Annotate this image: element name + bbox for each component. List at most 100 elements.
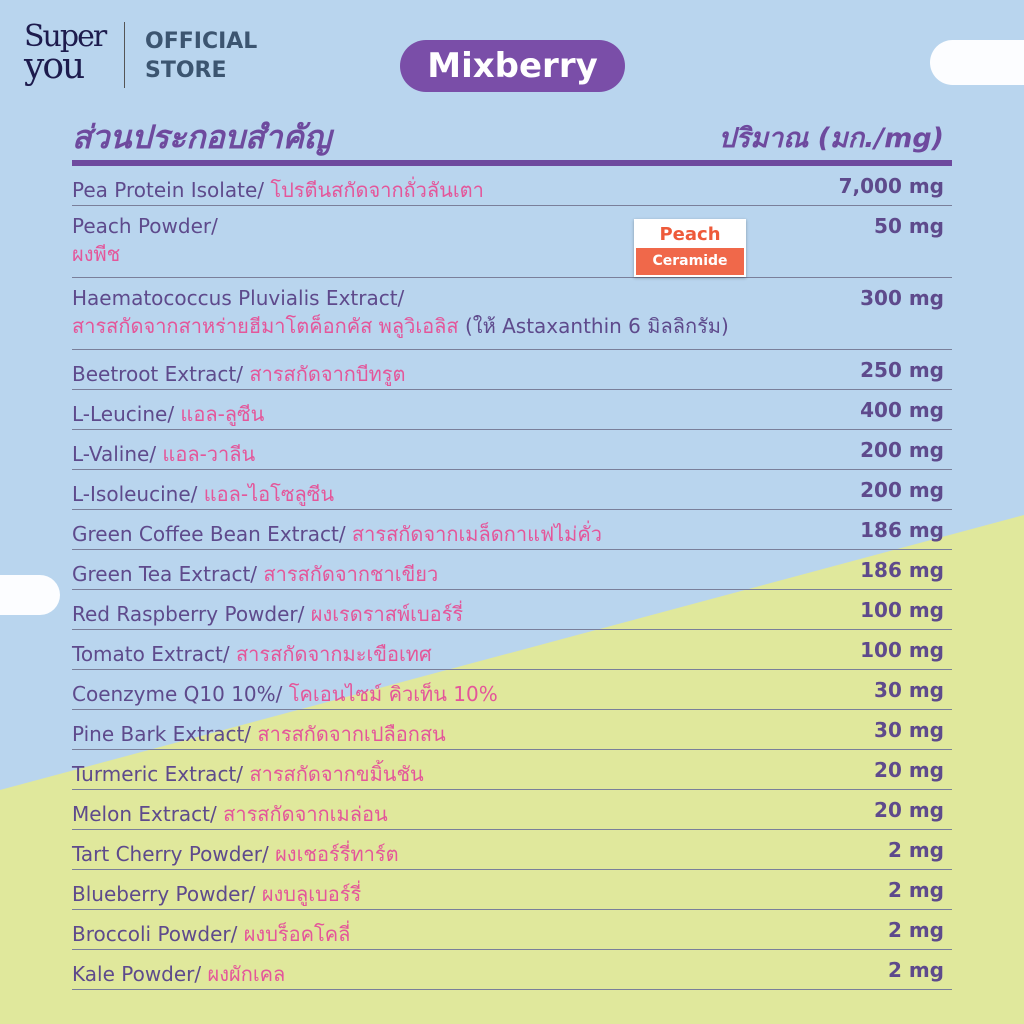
ingredient-th: แอล-ไอโซลูซีน	[203, 482, 334, 506]
ingredient-row: Coenzyme Q10 10%/ โคเอนไซม์ คิวเท็น 10% 3…	[72, 670, 952, 710]
ingredient-row: Kale Powder/ ผงผักเคล 2 mg	[72, 950, 952, 990]
ingredient-amount: 2 mg	[887, 878, 944, 902]
peach-ceramide-badge: Peach Ceramide	[634, 219, 746, 277]
ingredient-th: ผงเรดราสพ์เบอร์รี่	[310, 602, 464, 626]
ingredient-name: L-Valine/ แอล-วาลีน	[72, 438, 255, 470]
ingredient-th: สารสกัดจากเปลือกสน	[257, 722, 446, 746]
ingredients-table: Pea Protein Isolate/ โปรตีนสกัดจากถั่วลั…	[72, 166, 952, 990]
ingredient-name: Tart Cherry Powder/ ผงเชอร์รี่ทาร์ต	[72, 838, 399, 870]
ingredient-th: แอล-วาลีน	[162, 442, 256, 466]
ingredient-amount: 186 mg	[860, 558, 944, 582]
ingredients-heading: ส่วนประกอบสำคัญ	[72, 118, 332, 156]
ingredient-th: สารสกัดจากเมล่อน	[223, 802, 388, 826]
ingredient-name: Peach Powder/ผงพีช	[72, 214, 218, 270]
ingredient-th: ผงเชอร์รี่ทาร์ต	[275, 842, 399, 866]
ingredient-name: Turmeric Extract/ สารสกัดจากขมิ้นชัน	[72, 758, 424, 790]
cloud-decoration	[930, 40, 1024, 85]
ingredient-amount: 30 mg	[874, 678, 944, 702]
ingredient-row: L-Valine/ แอล-วาลีน 200 mg	[72, 430, 952, 470]
ingredient-row: Pea Protein Isolate/ โปรตีนสกัดจากถั่วลั…	[72, 166, 952, 206]
ingredient-th: สารสกัดจากมะเขือเทศ	[235, 642, 432, 666]
ingredient-row: Tart Cherry Powder/ ผงเชอร์รี่ทาร์ต 2 mg	[72, 830, 952, 870]
ingredient-row: Turmeric Extract/ สารสกัดจากขมิ้นชัน 20 m…	[72, 750, 952, 790]
ingredient-row: Green Tea Extract/ สารสกัดจากชาเขียว 186 …	[72, 550, 952, 590]
ingredient-en: Green Tea Extract/	[72, 562, 264, 586]
ingredient-th: โปรตีนสกัดจากถั่วลันเตา	[270, 178, 484, 202]
ingredient-en: Red Raspberry Powder/	[72, 602, 311, 626]
ingredient-th: โคเอนไซม์ คิวเท็น 10%	[288, 682, 498, 706]
ingredient-amount: 7,000 mg	[838, 174, 944, 198]
ingredient-name: Green Tea Extract/ สารสกัดจากชาเขียว	[72, 558, 438, 590]
ingredient-amount: 20 mg	[874, 798, 944, 822]
ingredient-en: Beetroot Extract/	[72, 362, 250, 386]
ingredient-amount: 300 mg	[860, 286, 944, 310]
ingredient-amount: 400 mg	[860, 398, 944, 422]
ingredient-name: Kale Powder/ ผงผักเคล	[72, 958, 285, 990]
official-store-label: OFFICIAL STORE	[145, 29, 258, 83]
ingredient-name: Green Coffee Bean Extract/ สารสกัดจากเมล…	[72, 518, 602, 550]
ingredient-en: L-Isoleucine/	[72, 482, 204, 506]
ingredient-row: L-Isoleucine/ แอล-ไอโซลูซีน 200 mg	[72, 470, 952, 510]
ingredient-amount: 186 mg	[860, 518, 944, 542]
ingredient-name: Pine Bark Extract/ สารสกัดจากเปลือกสน	[72, 718, 446, 750]
ingredient-row: Melon Extract/ สารสกัดจากเมล่อน 20 mg	[72, 790, 952, 830]
ingredient-en: Haematococcus Pluvialis Extract/	[72, 286, 405, 310]
ingredient-name: Beetroot Extract/ สารสกัดจากบีทรูต	[72, 358, 406, 390]
amount-heading: ปริมาณ (มก./mg)	[718, 123, 944, 154]
ingredient-en: Turmeric Extract/	[72, 762, 250, 786]
ingredient-row: Haematococcus Pluvialis Extract/สารสกัดจ…	[72, 278, 952, 350]
ingredient-name: Coenzyme Q10 10%/ โคเอนไซม์ คิวเท็น 10%	[72, 678, 498, 710]
ingredient-row: Pine Bark Extract/ สารสกัดจากเปลือกสน 30 …	[72, 710, 952, 750]
ingredient-en: L-Leucine/	[72, 402, 181, 426]
ingredient-row: Red Raspberry Powder/ ผงเรดราสพ์เบอร์รี่…	[72, 590, 952, 630]
ingredient-amount: 30 mg	[874, 718, 944, 742]
ingredient-th: แอล-ลูซีน	[180, 402, 265, 426]
ingredient-en: Kale Powder/	[72, 962, 208, 986]
ingredient-en: Melon Extract/	[72, 802, 224, 826]
ingredient-en: L-Valine/	[72, 442, 163, 466]
flavor-badge: Mixberry	[400, 40, 625, 92]
ingredient-row: Green Coffee Bean Extract/ สารสกัดจากเมล…	[72, 510, 952, 550]
ingredient-name: Melon Extract/ สารสกัดจากเมล่อน	[72, 798, 388, 830]
header-divider	[72, 160, 952, 166]
ingredient-th: ผงบลูเบอร์รี่	[261, 882, 362, 906]
ingredient-amount: 200 mg	[860, 478, 944, 502]
ingredient-th: สารสกัดจากสาหร่ายฮีมาโตค็อกคัส พลูวิเอลิ…	[72, 314, 459, 338]
ingredient-amount: 100 mg	[860, 638, 944, 662]
ingredient-th: ผงพีช	[72, 242, 121, 266]
ingredient-en: Tomato Extract/	[72, 642, 236, 666]
ingredient-en: Pea Protein Isolate/	[72, 178, 271, 202]
ingredient-amount: 2 mg	[887, 838, 944, 862]
ingredient-en: Peach Powder/	[72, 214, 218, 238]
ingredient-amount: 250 mg	[860, 358, 944, 382]
ingredient-name: Blueberry Powder/ ผงบลูเบอร์รี่	[72, 878, 361, 910]
ingredient-amount: 2 mg	[887, 958, 944, 982]
ingredient-name: Tomato Extract/ สารสกัดจากมะเขือเทศ	[72, 638, 432, 670]
ingredient-th: สารสกัดจากขมิ้นชัน	[249, 762, 424, 786]
ingredient-amount: 20 mg	[874, 758, 944, 782]
ingredient-en: Coenzyme Q10 10%/	[72, 682, 289, 706]
ingredient-amount: 200 mg	[860, 438, 944, 462]
ingredient-row: Peach Powder/ผงพีช 50 mg	[72, 206, 952, 278]
ingredient-note: (ให้ Astaxanthin 6 มิลลิกรัม)	[458, 314, 729, 338]
ingredient-row: Tomato Extract/ สารสกัดจากมะเขือเทศ 100 m…	[72, 630, 952, 670]
ingredient-name: Haematococcus Pluvialis Extract/สารสกัดจ…	[72, 286, 729, 342]
ingredient-name: Pea Protein Isolate/ โปรตีนสกัดจากถั่วลั…	[72, 174, 484, 206]
ingredient-amount: 50 mg	[874, 214, 944, 238]
cloud-decoration	[0, 575, 60, 615]
ingredient-th: สารสกัดจากชาเขียว	[263, 562, 439, 586]
ingredient-en: Broccoli Powder/	[72, 922, 244, 946]
ingredient-row: Beetroot Extract/ สารสกัดจากบีทรูต 250 mg	[72, 350, 952, 390]
ingredient-en: Green Coffee Bean Extract/	[72, 522, 352, 546]
ingredient-name: L-Isoleucine/ แอล-ไอโซลูซีน	[72, 478, 334, 510]
ingredient-row: Broccoli Powder/ ผงบร็อคโคลี่ 2 mg	[72, 910, 952, 950]
ingredient-name: L-Leucine/ แอล-ลูซีน	[72, 398, 264, 430]
ingredient-row: Blueberry Powder/ ผงบลูเบอร์รี่ 2 mg	[72, 870, 952, 910]
ingredient-th: ผงผักเคล	[207, 962, 286, 986]
ingredient-th: ผงบร็อคโคลี่	[243, 922, 351, 946]
ingredient-amount: 100 mg	[860, 598, 944, 622]
ingredient-en: Blueberry Powder/	[72, 882, 262, 906]
ingredient-amount: 2 mg	[887, 918, 944, 942]
ingredient-th: สารสกัดจากเมล็ดกาแฟไม่คั่ว	[351, 522, 602, 546]
ingredient-en: Pine Bark Extract/	[72, 722, 258, 746]
